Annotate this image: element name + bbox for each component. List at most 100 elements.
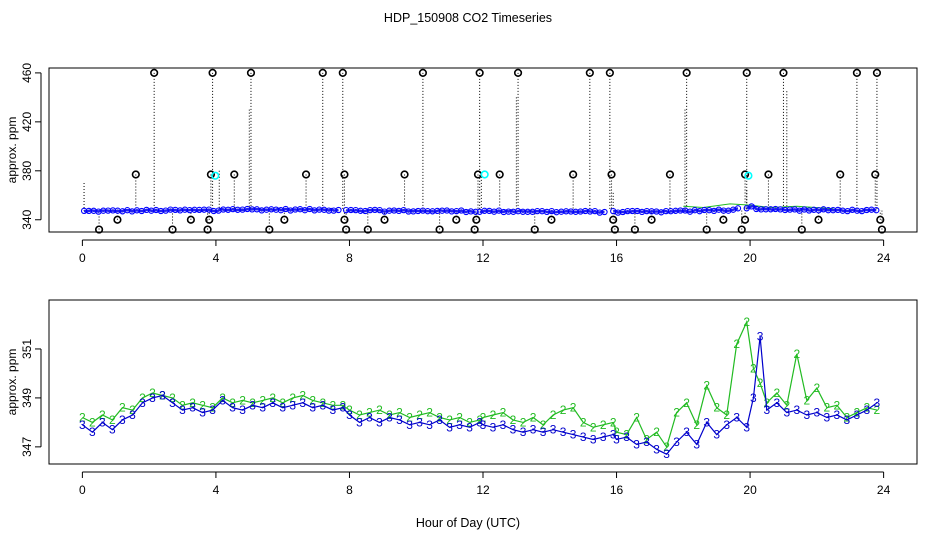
bottom-x-tick-label: 12 bbox=[476, 483, 490, 497]
top-spike-lines bbox=[83, 91, 788, 211]
series-point-label: 2 bbox=[289, 391, 296, 405]
series-point-label: 2 bbox=[703, 379, 710, 393]
series-point-label: 3 bbox=[510, 423, 517, 437]
series-point-label: 3 bbox=[269, 396, 276, 410]
flag-marker bbox=[702, 225, 711, 234]
series-point-label: 2 bbox=[643, 433, 650, 447]
series-point-label: 3 bbox=[683, 425, 690, 439]
series-point-label: 2 bbox=[713, 401, 720, 415]
series-point-label: 2 bbox=[733, 337, 740, 351]
series-point-label: 3 bbox=[329, 403, 336, 417]
flag-marker bbox=[877, 225, 887, 234]
top-x-tick-label: 20 bbox=[743, 251, 757, 265]
series-point-label: 3 bbox=[693, 437, 700, 451]
series-point-label: 2 bbox=[490, 408, 497, 422]
flag-marker bbox=[871, 170, 880, 179]
series-point-label: 3 bbox=[249, 398, 256, 412]
flag-marker bbox=[113, 215, 122, 224]
series-point-label: 3 bbox=[229, 401, 236, 415]
series-point-label: 3 bbox=[733, 411, 740, 425]
series-point-label: 3 bbox=[773, 396, 780, 410]
series-point-label: 2 bbox=[864, 401, 871, 415]
series-line bbox=[82, 336, 878, 455]
series-point-label: 2 bbox=[824, 401, 831, 415]
baseline-point bbox=[601, 208, 608, 216]
series-point-label: 2 bbox=[480, 411, 487, 425]
baseline-point bbox=[734, 205, 742, 212]
series-point-label: 2 bbox=[129, 403, 136, 417]
series-point-label: 3 bbox=[633, 437, 640, 451]
series-point-label: 2 bbox=[436, 411, 443, 425]
flag-marker bbox=[665, 170, 675, 179]
series-point-label: 3 bbox=[159, 389, 166, 403]
top-y-tick-label: 380 bbox=[20, 160, 34, 180]
series-point-label: 2 bbox=[339, 398, 346, 412]
series-point-label: 3 bbox=[643, 435, 650, 449]
series-point-label: 3 bbox=[570, 428, 577, 442]
series-point-label: 2 bbox=[356, 408, 363, 422]
flag-marker bbox=[585, 68, 594, 77]
series-point-label: 2 bbox=[406, 411, 413, 425]
series-point-label: 2 bbox=[530, 411, 537, 425]
series-point-label: 3 bbox=[653, 442, 660, 456]
series-point-label: 3 bbox=[426, 418, 433, 432]
series-point-label: 2 bbox=[560, 403, 567, 417]
flag-marker bbox=[363, 225, 372, 234]
series-point-label: 3 bbox=[854, 408, 861, 422]
series-point-label: 2 bbox=[570, 401, 577, 415]
series-point-label: 3 bbox=[319, 398, 326, 412]
flag-marker bbox=[779, 68, 788, 77]
series-point-label: 3 bbox=[613, 433, 620, 447]
series-point-label: 3 bbox=[346, 408, 353, 422]
series-point-label: 3 bbox=[189, 401, 196, 415]
flag-marker bbox=[513, 68, 523, 77]
flag-marker bbox=[340, 170, 349, 179]
series-point-label: 3 bbox=[79, 418, 86, 432]
flag-marker bbox=[380, 215, 389, 224]
baseline-trace bbox=[479, 209, 605, 214]
series-point-label: 2 bbox=[446, 413, 453, 427]
series-line bbox=[82, 319, 878, 449]
series-point-label: 3 bbox=[279, 401, 286, 415]
series-point-label: 2 bbox=[119, 401, 126, 415]
series-point-label: 2 bbox=[149, 386, 156, 400]
series-point-label: 3 bbox=[119, 413, 126, 427]
series-point-label: 2 bbox=[99, 408, 106, 422]
chart-title: HDP_150908 CO2 Timeseries bbox=[384, 11, 552, 25]
flag-marker bbox=[342, 225, 351, 234]
top-x-tick-label: 8 bbox=[346, 251, 353, 265]
series-point-label: 2 bbox=[683, 396, 690, 410]
series-point-label: 3 bbox=[406, 418, 413, 432]
series-point-label: 2 bbox=[386, 408, 393, 422]
series-point-label: 3 bbox=[289, 398, 296, 412]
series-point-label: 3 bbox=[396, 413, 403, 427]
series-point-label: 2 bbox=[510, 413, 517, 427]
series-point-label: 2 bbox=[613, 425, 620, 439]
bottom-x-tick-label: 0 bbox=[79, 483, 86, 497]
flag-marker bbox=[340, 215, 349, 224]
series-point-label: 3 bbox=[149, 391, 156, 405]
cyan-marker bbox=[211, 171, 220, 180]
series-point-label: 2 bbox=[329, 398, 336, 412]
series-point-label: 2 bbox=[189, 396, 196, 410]
flag-marker bbox=[203, 225, 212, 234]
flag-marker bbox=[206, 170, 216, 179]
flag-marker bbox=[836, 170, 845, 179]
series-two: 2 22 22 22 2 2 22 2 2 22 2 2 2 2 2 2 2 2 2 2 2 2 2 2 2 2 2 2 2 2 2 2 2 2 2… bbox=[79, 315, 881, 454]
bottom-series-group: 2 22 22 22 2 2 22 2 2 22 2 2 2 2 2 2 2 2 2 2 2 2 2 2 2 2 2 2 2 2 2 2 2 2 2… bbox=[79, 315, 881, 461]
bottom-x-tick-label: 20 bbox=[743, 483, 757, 497]
bottom-y-tick-label: 347 bbox=[20, 437, 34, 457]
series-point-label: 2 bbox=[763, 396, 770, 410]
series-point-label: 3 bbox=[446, 420, 453, 434]
top-x-tick-label: 4 bbox=[213, 251, 220, 265]
series-point-label: 3 bbox=[600, 430, 607, 444]
flag-marker bbox=[205, 215, 214, 224]
series-point-label: 2 bbox=[693, 418, 700, 432]
series-point-label: 2 bbox=[874, 403, 881, 417]
flag-marker bbox=[400, 170, 409, 179]
baseline-point bbox=[335, 206, 342, 214]
series-point-label: 2 bbox=[500, 406, 507, 420]
series-point-label: 3 bbox=[309, 401, 316, 415]
series-point-label: 2 bbox=[663, 440, 670, 454]
